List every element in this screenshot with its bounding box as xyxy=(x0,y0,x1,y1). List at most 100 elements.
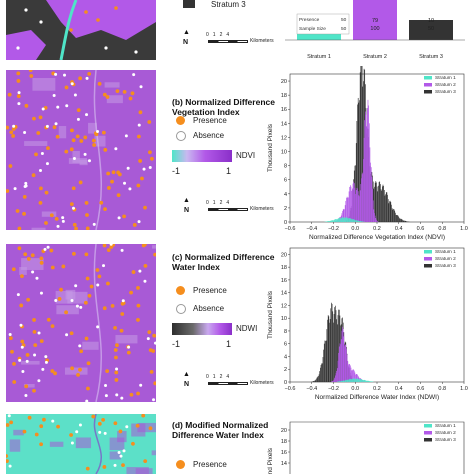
histogram-bar xyxy=(313,380,315,382)
histogram-bar xyxy=(345,217,347,222)
absence-point xyxy=(41,107,45,111)
histogram-bar xyxy=(335,375,336,382)
presence-point xyxy=(111,170,116,175)
absence-point xyxy=(115,393,119,397)
presence-point xyxy=(32,318,36,322)
histogram-bar xyxy=(326,329,328,382)
presence-point xyxy=(97,274,102,279)
histogram-bar xyxy=(345,200,347,222)
histogram-bar xyxy=(361,379,363,382)
y-tick-label: 4 xyxy=(284,354,287,360)
histogram-bar xyxy=(355,378,357,382)
y-tick-label: 8 xyxy=(284,329,287,335)
histogram-bar xyxy=(404,220,405,222)
histogram-bar xyxy=(353,219,354,222)
presence-point xyxy=(102,465,107,469)
presence-point xyxy=(103,147,108,152)
histogram-bar xyxy=(334,307,336,382)
histogram-bar xyxy=(329,322,330,382)
presence-point xyxy=(34,432,39,437)
histogram-bar xyxy=(320,365,322,382)
presence-point xyxy=(102,244,107,248)
map-patch xyxy=(41,211,57,217)
histogram-bar xyxy=(359,100,360,222)
histogram-bar xyxy=(338,346,340,382)
map-patch xyxy=(88,122,97,134)
ndwi-colorbar xyxy=(172,323,232,335)
presence-point xyxy=(76,108,81,113)
histogram-bar xyxy=(327,319,328,382)
histogram-bar xyxy=(346,379,347,382)
histogram-bar xyxy=(331,303,333,382)
presence-point xyxy=(32,329,37,334)
histogram-bar xyxy=(364,120,366,222)
presence-point xyxy=(39,260,44,265)
x-tick-label: −0.4 xyxy=(306,226,317,232)
presence-point xyxy=(19,303,24,308)
histogram-bar xyxy=(391,204,392,222)
histogram-bar xyxy=(353,183,355,222)
histogram-bar xyxy=(325,340,327,382)
legend-label: Stratum 1 xyxy=(435,423,456,429)
absence-point xyxy=(17,102,21,106)
histogram-bar xyxy=(336,219,337,222)
y-tick-label: 12 xyxy=(281,303,287,309)
y-tick-label: 14 xyxy=(281,461,287,467)
histogram-bar xyxy=(356,374,358,382)
histogram-bar xyxy=(351,190,352,222)
histogram-bar xyxy=(347,197,349,222)
scale-unit-top: Kilometers xyxy=(250,38,274,44)
absence-point xyxy=(19,323,23,327)
histogram-bar xyxy=(384,195,386,222)
absence-point xyxy=(70,82,74,86)
bar-value-label: 50 xyxy=(341,17,347,23)
presence-point xyxy=(147,330,152,335)
histogram-bar xyxy=(332,380,334,382)
map-patch xyxy=(137,422,156,433)
histogram-bar xyxy=(348,379,349,382)
presence-point xyxy=(129,392,134,397)
map-patch xyxy=(24,383,35,388)
presence-point xyxy=(17,246,22,251)
absence-point xyxy=(117,451,121,455)
presence-point xyxy=(86,386,90,391)
histogram-bar xyxy=(344,344,346,382)
map-patch xyxy=(9,439,21,452)
presence-point xyxy=(9,420,14,425)
histogram-bar xyxy=(314,380,316,382)
ndwi-label: NDWI xyxy=(236,324,258,333)
histogram-bar xyxy=(345,380,347,382)
histogram-bar xyxy=(331,381,333,382)
map-river xyxy=(93,70,102,230)
histogram-bar xyxy=(350,367,352,382)
histogram-bar xyxy=(404,220,406,222)
presence-point xyxy=(28,70,33,73)
x-tick-label: −0.2 xyxy=(328,226,339,232)
histogram-bar xyxy=(360,184,362,222)
absence-point xyxy=(138,269,142,273)
histogram-bar xyxy=(328,221,330,222)
histogram-bar xyxy=(312,381,313,382)
histogram-bar xyxy=(353,370,355,382)
presence-point xyxy=(101,130,106,135)
presence-point xyxy=(83,135,88,140)
map-river xyxy=(93,414,102,474)
absence-point xyxy=(76,117,80,121)
presence-point xyxy=(22,195,27,199)
absence-point xyxy=(96,283,100,287)
presence-label: Presence xyxy=(193,460,227,469)
bar-category-label: Stratum 1 xyxy=(307,54,331,60)
legend-swatch xyxy=(424,438,432,442)
north-arrow-icon: ▲ xyxy=(183,371,190,378)
map-ndvi xyxy=(6,70,156,230)
histogram-bar xyxy=(396,215,398,222)
presence-point xyxy=(122,214,126,219)
histogram-bar xyxy=(341,330,343,382)
histogram-bar xyxy=(358,379,360,382)
presence-point xyxy=(86,361,91,366)
presence-point xyxy=(6,125,9,130)
histogram-bar xyxy=(348,363,350,382)
scale-ticks-b: 0124 xyxy=(206,200,234,206)
histogram-bar xyxy=(397,215,398,222)
presence-point xyxy=(42,417,46,422)
